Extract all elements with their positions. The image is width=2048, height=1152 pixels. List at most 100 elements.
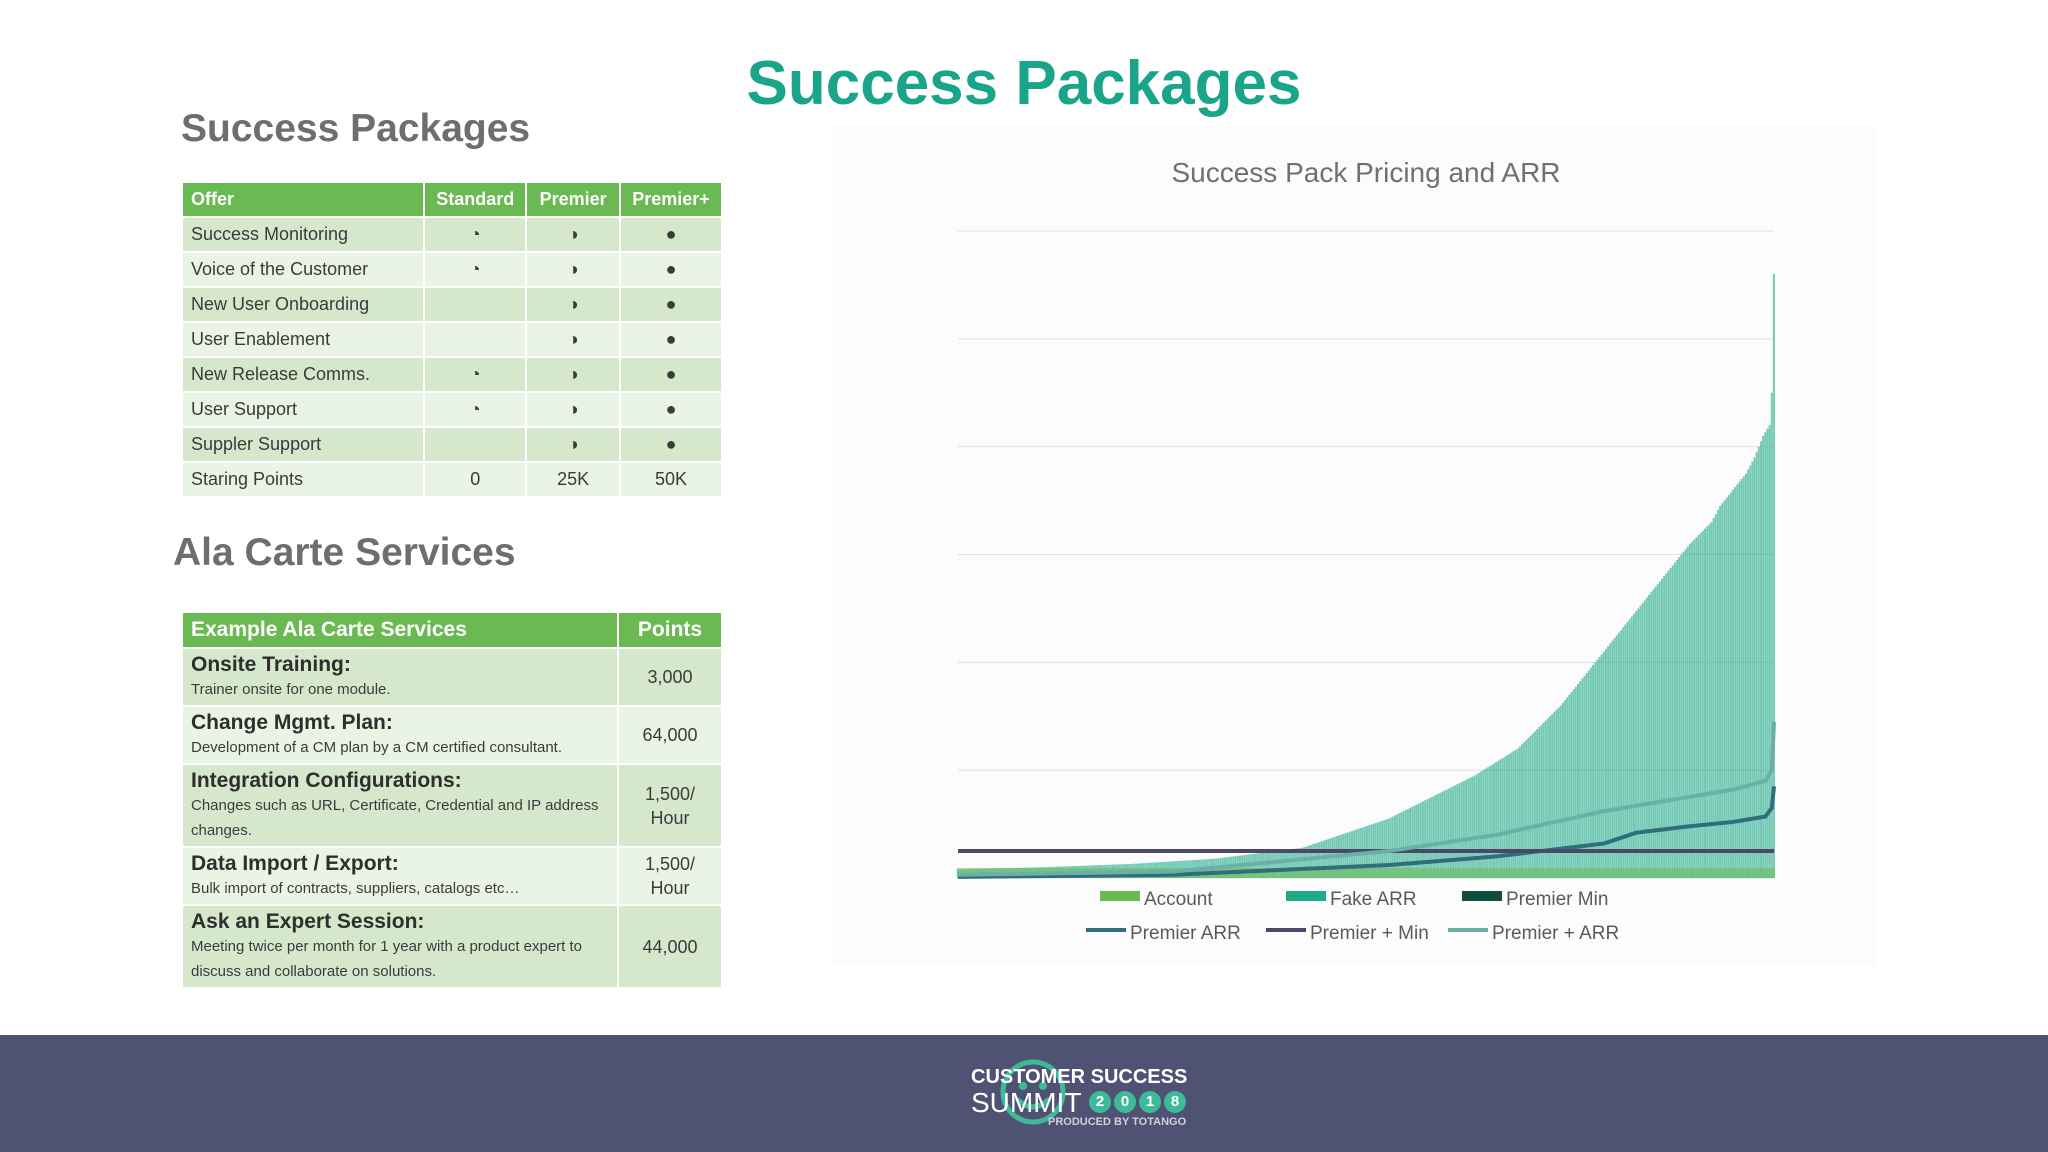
package-row: New Release Comms. ◔ ◑ ● [180,356,723,393]
fake-arr-bar [1643,600,1646,878]
fake-arr-bar [1667,570,1670,878]
fake-arr-bar [1523,742,1526,878]
year-digit: 0 [1114,1091,1136,1113]
fake-arr-bar [1592,665,1595,878]
fake-arr-bar [1723,500,1726,878]
fake-arr-bar [1585,673,1588,878]
fake-arr-bar [1456,784,1459,878]
standard-cell: ◔ [423,251,528,288]
legend-label: Premier ARR [1130,923,1241,944]
fake-arr-bar [1630,616,1633,878]
fake-arr-bar [1452,786,1455,878]
fake-arr-bar [1460,782,1463,878]
standard-cell: ◔ [423,356,528,393]
premier-plus-cell: ● [619,356,723,393]
offer-cell: Staring Points [180,461,426,498]
fake-arr-bar [1626,621,1629,878]
fake-arr-bar [1734,487,1737,878]
service-points: 64,000 [617,705,723,765]
fake-arr-bar [1400,812,1403,878]
fake-arr-bar [1660,578,1663,878]
fake-arr-bar [1404,810,1407,878]
fake-arr-bar [1508,753,1511,878]
fake-arr-bar [1557,707,1560,878]
ala-carte-table: Example Ala Carte Services Points Onsite… [181,611,723,989]
fake-arr-bar [1688,543,1691,878]
service-description: Development of a CM plan by a CM certifi… [191,739,563,756]
service-row: Change Mgmt. Plan: Development of a CM pl… [181,705,723,765]
fake-arr-bar [1710,522,1713,878]
fake-arr-bar [1628,619,1631,878]
legend-label: Premier Min [1506,889,1608,910]
fake-arr-bar [1572,689,1575,878]
package-row: Suppler Support ◑ ● [180,426,723,463]
ala-carte-heading: Ala Carte Services [173,531,516,574]
fake-arr-bar [1742,476,1745,878]
fake-arr-bar [1641,603,1644,878]
fake-arr-bar [1617,632,1620,878]
fake-arr-bar [1669,567,1672,878]
fake-arr-bar [1615,635,1618,879]
fake-arr-bar [1527,737,1530,878]
fake-arr-bar [1579,681,1582,878]
fake-arr-bar [1542,722,1545,878]
fake-arr-bar [1307,845,1310,878]
series-line-premier-arr [957,721,1776,877]
legend-label: Premier + Min [1310,923,1429,944]
brand-line2: SUMMIT [971,1087,1082,1118]
service-cell: Integration Configurations: Changes such … [181,763,619,848]
package-row: Success Monitoring ◔ ◑ ● [180,216,723,253]
fake-arr-bar [1645,597,1648,878]
col-service: Example Ala Carte Services [181,611,619,649]
pricing-arr-chart: Success Pack Pricing and ARR Account Fake … [956,157,1776,944]
fake-arr-bar [1714,514,1717,878]
fake-arr-bar [1417,803,1420,878]
fake-arr-bar [1501,758,1504,878]
fake-arr-bar [1465,779,1468,878]
fake-arr-bar [1768,425,1771,878]
fake-arr-bar [1415,804,1418,878]
fake-arr-bar [1316,842,1319,878]
fake-arr-bar [1297,848,1300,878]
fake-arr-bar [1516,748,1519,878]
fake-arr-bar [1764,432,1767,878]
fake-arr-bar [1559,705,1562,878]
legend-label: Premier + ARR [1492,923,1619,944]
service-name: Data Import / Export: [191,852,399,875]
fake-arr-bar [1521,744,1523,878]
fake-arr-bar [1409,807,1412,878]
fake-arr-bar [1421,801,1424,878]
fake-arr-bar [1581,678,1584,878]
fake-arr-bar [1658,581,1661,878]
fake-arr-bar [1727,495,1730,878]
package-row: User Enablement ◑ ● [180,321,723,358]
fake-arr-bar [1673,562,1676,878]
fake-arr-bar [1613,638,1616,878]
fake-arr-bar [1458,783,1461,878]
fake-arr-bar [1469,777,1472,878]
package-row: User Support ◔ ◑ ● [180,391,723,428]
series-line-premier-arr [957,786,1776,879]
fake-arr-bar [1477,772,1480,878]
service-row: Integration Configurations: Changes such … [181,763,723,848]
fake-arr-bar [1738,481,1741,878]
fake-arr-bar [1314,843,1317,878]
fake-arr-bar [1320,841,1323,878]
offer-cell: New User Onboarding [180,286,426,323]
service-name: Change Mgmt. Plan: [191,711,393,734]
fake-arr-bar [1292,848,1295,878]
fake-arr-bar [1721,503,1724,878]
fake-arr-bar [1406,808,1409,878]
fake-arr-bar [1712,518,1715,878]
fake-arr-bar [1495,762,1498,878]
fake-arr-bar [1729,492,1732,878]
fake-arr-bar [1441,791,1444,878]
fake-arr-bar [1740,479,1743,878]
fake-arr-bar [1389,817,1392,878]
account-bars [956,868,1776,878]
fake-arr-bar [1648,594,1651,878]
fake-arr-bar [1398,813,1401,878]
legend-label: Account [1144,889,1213,910]
premier-plus-cell: 50K [619,461,723,498]
fake-arr-bar [1391,816,1394,878]
